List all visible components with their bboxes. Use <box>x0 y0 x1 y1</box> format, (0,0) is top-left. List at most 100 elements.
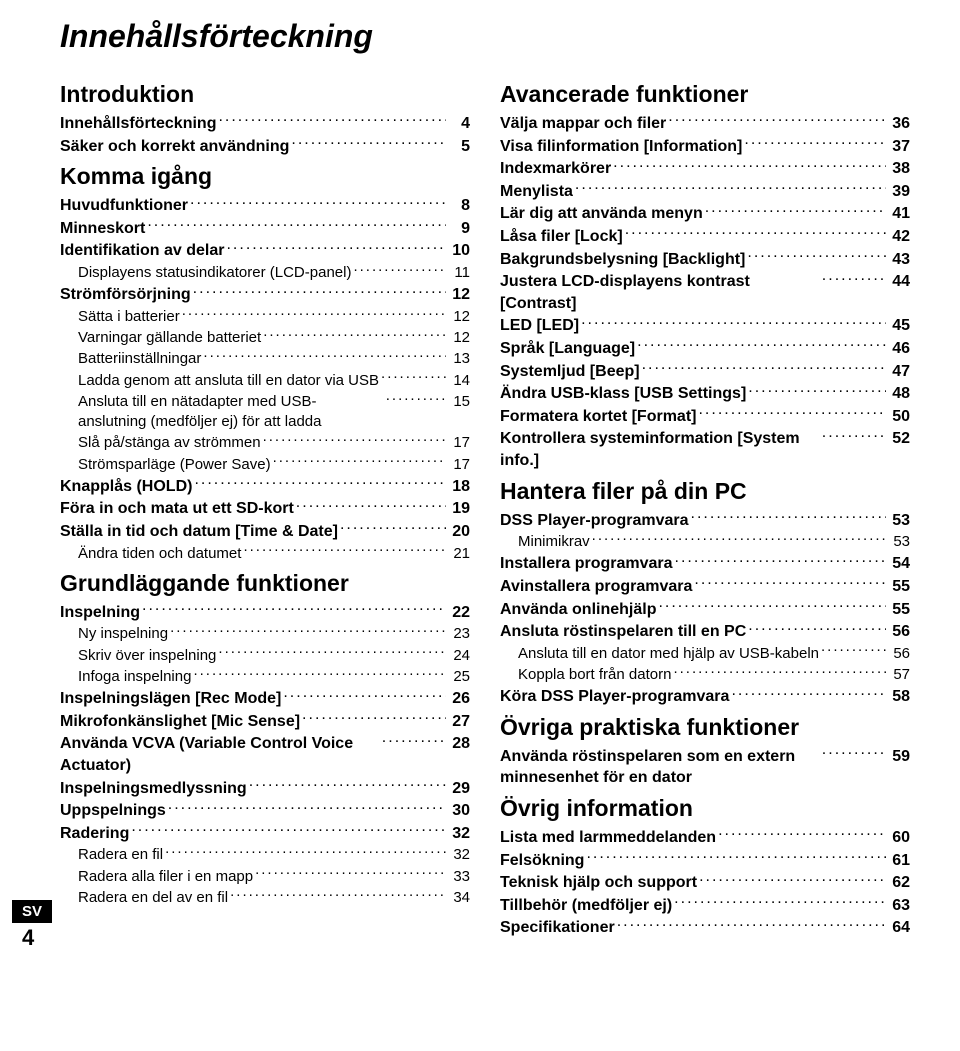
toc-entry[interactable]: Teknisk hjälp och support62 <box>500 871 910 894</box>
toc-entry-page: 33 <box>448 867 470 887</box>
toc-entry-page: 43 <box>888 249 910 271</box>
toc-leader-dots <box>131 822 446 838</box>
toc-entry[interactable]: Mikrofonkänslighet [Mic Sense]27 <box>60 710 470 733</box>
toc-entry[interactable]: Innehållsförteckning4 <box>60 112 470 135</box>
toc-entry[interactable]: Kontrollera systeminformation [System in… <box>500 427 910 471</box>
toc-entry[interactable]: Bakgrundsbelysning [Backlight]43 <box>500 248 910 271</box>
toc-leader-dots <box>625 225 886 241</box>
toc-entry[interactable]: Radering32 <box>60 822 470 845</box>
toc-entry-label: LED [LED] <box>500 315 579 337</box>
toc-leader-dots <box>218 645 446 660</box>
toc-entry-label: Lär dig att använda menyn <box>500 203 703 225</box>
toc-entry[interactable]: Installera programvara54 <box>500 552 910 575</box>
toc-entry[interactable]: Ändra tiden och datumet21 <box>60 543 470 564</box>
toc-entry-label: Ställa in tid och datum [Time & Date] <box>60 521 338 543</box>
toc-entry-page: 48 <box>888 383 910 405</box>
toc-leader-dots <box>613 157 886 173</box>
toc-entry[interactable]: Koppla bort från datorn57 <box>500 664 910 685</box>
toc-entry-page: 32 <box>448 823 470 845</box>
toc-entry[interactable]: Strömförsörjning12 <box>60 283 470 306</box>
toc-leader-dots <box>705 202 886 218</box>
toc-entry[interactable]: Knapplås (HOLD)18 <box>60 475 470 498</box>
toc-entry[interactable]: Avinstallera programvara55 <box>500 575 910 598</box>
toc-entry[interactable]: Batteriinställningar13 <box>60 348 470 369</box>
toc-entry[interactable]: Felsökning61 <box>500 849 910 872</box>
toc-entry-label: Välja mappar och filer <box>500 113 666 135</box>
toc-entry-page: 44 <box>888 271 910 293</box>
toc-entry[interactable]: Skriv över inspelning24 <box>60 645 470 666</box>
toc-entry[interactable]: Föra in och mata ut ett SD-kort19 <box>60 497 470 520</box>
toc-entry[interactable]: Inspelning22 <box>60 601 470 624</box>
toc-entry-page: 11 <box>448 263 470 283</box>
toc-entry[interactable]: Språk [Language]46 <box>500 337 910 360</box>
toc-entry-page: 38 <box>888 158 910 180</box>
toc-entry-label: Tillbehör (medföljer ej) <box>500 895 672 917</box>
toc-entry[interactable]: Uppspelnings30 <box>60 799 470 822</box>
toc-entry-page: 58 <box>888 686 910 708</box>
toc-entry[interactable]: Ladda genom att ansluta till en dator vi… <box>60 370 470 391</box>
toc-entry[interactable]: Strömsparläge (Power Save)17 <box>60 454 470 475</box>
toc-entry[interactable]: Sätta i batterier12 <box>60 306 470 327</box>
toc-leader-dots <box>637 337 886 353</box>
toc-column-left: IntroduktionInnehållsförteckning4Säker o… <box>60 75 470 939</box>
toc-entry[interactable]: Specifikationer64 <box>500 916 910 939</box>
toc-entry[interactable]: Lista med larmmeddelanden60 <box>500 826 910 849</box>
toc-entry-page: 59 <box>888 746 910 768</box>
toc-section-heading: Avancerade funktioner <box>500 81 910 108</box>
toc-entry[interactable]: Välja mappar och filer36 <box>500 112 910 135</box>
toc-entry[interactable]: Infoga inspelning25 <box>60 666 470 687</box>
toc-entry-label: Inspelningsmedlyssning <box>60 778 247 800</box>
toc-section-heading: Komma igång <box>60 163 470 190</box>
toc-entry[interactable]: Låsa filer [Lock]42 <box>500 225 910 248</box>
toc-leader-dots <box>617 916 886 932</box>
toc-entry[interactable]: Minimikrav53 <box>500 531 910 552</box>
toc-entry[interactable]: Använda röstinspelaren som en extern min… <box>500 745 910 789</box>
toc-entry[interactable]: Säker och korrekt användning5 <box>60 135 470 158</box>
toc-entry[interactable]: Minneskort9 <box>60 217 470 240</box>
toc-leader-dots <box>668 112 886 128</box>
toc-entry-label: Minneskort <box>60 218 145 240</box>
toc-entry[interactable]: Radera en fil32 <box>60 844 470 865</box>
toc-entry-label: Ändra tiden och datumet <box>78 544 241 564</box>
toc-entry[interactable]: Slå på/stänga av strömmen 17 <box>60 432 470 453</box>
toc-entry[interactable]: Ställa in tid och datum [Time & Date]20 <box>60 520 470 543</box>
toc-leader-dots <box>592 531 886 546</box>
toc-entry[interactable]: Radera en del av en fil34 <box>60 887 470 908</box>
toc-entry[interactable]: Tillbehör (medföljer ej)63 <box>500 894 910 917</box>
toc-entry[interactable]: Identifikation av delar10 <box>60 239 470 262</box>
toc-entry[interactable]: Använda onlinehjälp55 <box>500 598 910 621</box>
toc-entry[interactable]: Justera LCD-displayens kontrast [Contras… <box>500 270 910 314</box>
toc-entry[interactable]: Huvudfunktioner8 <box>60 194 470 217</box>
toc-entry[interactable]: Systemljud [Beep]47 <box>500 360 910 383</box>
toc-entry[interactable]: Ansluta till en dator med hjälp av USB-k… <box>500 643 910 664</box>
toc-entry[interactable]: Menylista39 <box>500 180 910 203</box>
toc-entry-page: 17 <box>448 433 470 453</box>
toc-entry[interactable]: Indexmarkörer38 <box>500 157 910 180</box>
toc-entry[interactable]: Köra DSS Player-programvara58 <box>500 685 910 708</box>
toc-entry[interactable]: Ny inspelning23 <box>60 623 470 644</box>
toc-entry[interactable]: Ändra USB-klass [USB Settings]48 <box>500 382 910 405</box>
toc-entry[interactable]: Formatera kortet [Format]50 <box>500 405 910 428</box>
toc-entry[interactable]: Använda VCVA (Variable Control Voice Act… <box>60 732 470 776</box>
toc-entry-label: Låsa filer [Lock] <box>500 226 623 248</box>
toc-entry[interactable]: Ansluta till en nätadapter med USB-anslu… <box>60 391 470 433</box>
toc-entry-label: Justera LCD-displayens kontrast [Contras… <box>500 271 820 314</box>
toc-section-heading: Övriga praktiska funktioner <box>500 714 910 741</box>
toc-leader-dots <box>170 623 446 638</box>
toc-entry-page: 37 <box>888 136 910 158</box>
toc-entry[interactable]: Lär dig att använda menyn41 <box>500 202 910 225</box>
toc-entry[interactable]: Visa filinformation [Information]37 <box>500 135 910 158</box>
toc-entry[interactable]: Ansluta röstinspelaren till en PC56 <box>500 620 910 643</box>
toc-entry[interactable]: Inspelningslägen [Rec Mode]26 <box>60 687 470 710</box>
toc-entry-label: Slå på/stänga av strömmen <box>78 433 261 453</box>
toc-leader-dots <box>744 135 886 151</box>
toc-entry[interactable]: LED [LED]45 <box>500 314 910 337</box>
toc-entry[interactable]: Radera alla filer i en mapp33 <box>60 866 470 887</box>
toc-leader-dots <box>165 844 446 859</box>
toc-entry-label: Batteriinställningar <box>78 349 201 369</box>
toc-entry-label: Avinstallera programvara <box>500 576 692 598</box>
toc-entry[interactable]: Varningar gällande batteriet12 <box>60 327 470 348</box>
toc-entry[interactable]: Inspelningsmedlyssning29 <box>60 777 470 800</box>
toc-entry[interactable]: DSS Player-programvara53 <box>500 509 910 532</box>
toc-entry[interactable]: Displayens statusindikatorer (LCD-panel)… <box>60 262 470 283</box>
